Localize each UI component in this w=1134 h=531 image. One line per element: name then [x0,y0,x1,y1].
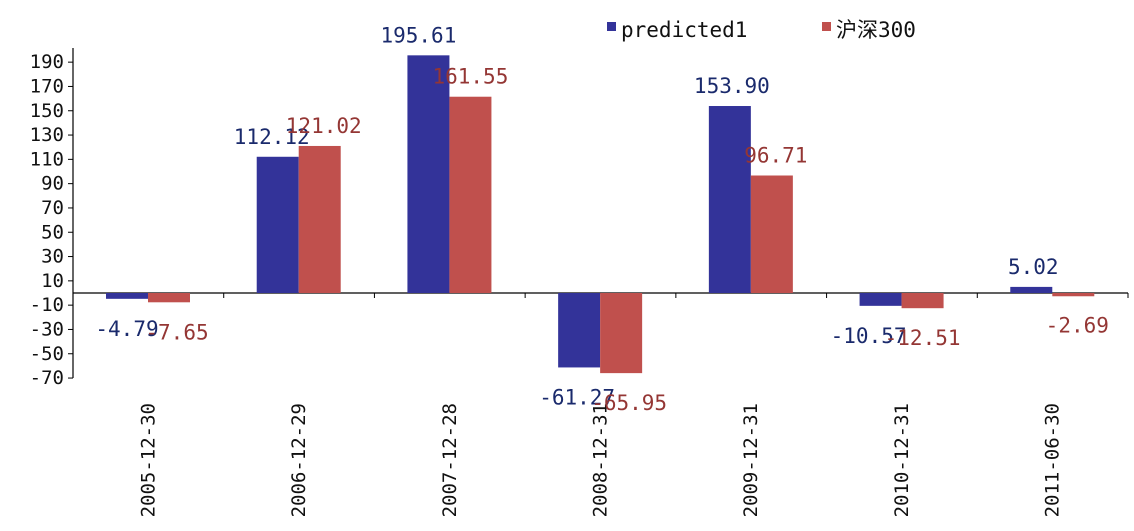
bar-predicted1 [708,106,751,293]
data-label: -2.69 [1046,313,1109,337]
y-tick-label: 110 [30,148,64,170]
y-tick-label: -10 [30,294,64,316]
x-category-label: 2008-12-31 [590,403,612,517]
y-tick-label: 170 [30,75,64,97]
y-tick-label: -50 [30,343,64,365]
bar-hs300 [750,175,793,293]
y-tick-label: 10 [41,270,64,292]
bar-hs300 [298,145,341,293]
data-label: -61.27 [539,385,615,409]
data-label: 112.12 [234,125,310,149]
bar-predicted1 [1010,286,1053,293]
y-tick-label: 190 [30,51,64,73]
data-label: 96.71 [744,143,807,167]
y-tick-label: 90 [41,173,64,195]
y-tick-label: -70 [30,367,64,389]
bar-hs300 [600,293,643,374]
bar-predicted1 [558,293,601,368]
bar-predicted1 [859,293,902,306]
data-label: -12.51 [885,326,961,350]
x-category-label: 2006-12-29 [288,403,310,517]
bar-hs300 [148,293,190,303]
y-tick-label: 150 [30,100,64,122]
legend-swatch [822,22,831,31]
data-label: -65.95 [591,391,667,415]
x-category-label: 2011-06-30 [1042,403,1064,517]
bar-predicted1 [407,55,450,294]
bar-hs300 [449,96,492,293]
data-label: -7.65 [145,320,208,344]
y-tick-label: 70 [41,197,64,219]
bars [106,55,1095,374]
data-label: -10.57 [831,324,907,348]
bar-hs300 [901,293,944,309]
data-label: 121.02 [286,114,362,138]
x-category-label: 2005-12-30 [137,403,159,517]
data-label: 195.61 [380,23,456,47]
x-category-label: 2010-12-31 [891,403,913,517]
data-label: 5.02 [1008,255,1059,279]
y-tick-label: -30 [30,318,64,340]
y-tick-label: 50 [41,221,64,243]
data-label: 161.55 [432,65,508,89]
bar-predicted1 [106,293,148,299]
legend-swatch [607,22,616,31]
legend: predicted1 沪深300 [607,18,916,42]
y-tick-label: 30 [41,246,64,268]
data-label: -4.79 [95,317,158,341]
x-category-label: 2007-12-28 [439,403,461,517]
bar-predicted1 [256,156,299,293]
y-tick-label: 130 [30,124,64,146]
bar-hs300 [1052,293,1095,297]
data-label: 153.90 [694,74,770,98]
legend-label: predicted1 [621,18,747,42]
legend-label: 沪深300 [836,18,916,42]
x-category-label: 2009-12-31 [740,403,762,517]
